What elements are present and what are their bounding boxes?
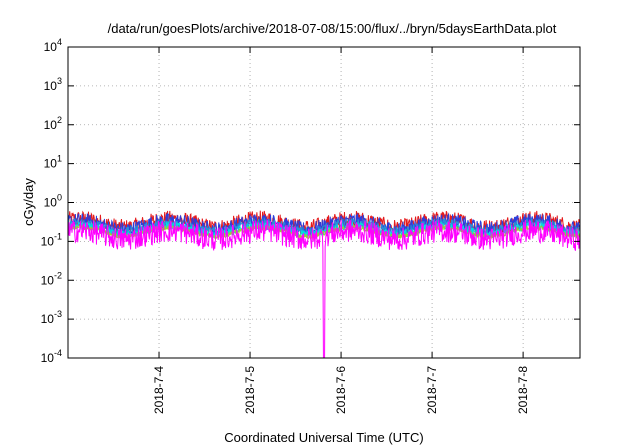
series-line-6 (67, 218, 581, 359)
y-tick-label: 10-2 (41, 270, 62, 287)
x-tick-label: 2018-7-4 (152, 366, 166, 414)
chart-title: /data/run/goesPlots/archive/2018-07-08/1… (108, 21, 557, 36)
y-tick-label: 101 (44, 154, 62, 171)
y-tick-label: 100 (44, 193, 62, 210)
x-tick-label: 2018-7-5 (243, 366, 257, 414)
series-line-2 (67, 212, 581, 238)
x-tick-label: 2018-7-8 (516, 366, 530, 414)
series-group (67, 210, 581, 359)
y-axis-label: cGy/day (21, 178, 36, 226)
y-tick-label: 103 (44, 76, 62, 93)
y-tick-label: 10-4 (41, 348, 62, 365)
x-axis-label: Coordinated Universal Time (UTC) (224, 430, 423, 445)
grid-lines (68, 47, 580, 358)
x-tick-label: 2018-7-6 (334, 366, 348, 414)
y-tick-labels: 10-4 10-3 10-2 10-1 100 101 102 103 104 (41, 37, 62, 365)
y-tick-label: 102 (44, 115, 62, 132)
y-tick-label: 10-1 (41, 231, 62, 248)
x-tick-label: 2018-7-7 (425, 366, 439, 414)
ticks (68, 46, 580, 359)
y-tick-label: 104 (44, 37, 62, 54)
x-tick-labels: 2018-7-4 2018-7-5 2018-7-6 2018-7-7 2018-7-8 (152, 366, 530, 414)
y-tick-label: 10-3 (41, 309, 62, 326)
